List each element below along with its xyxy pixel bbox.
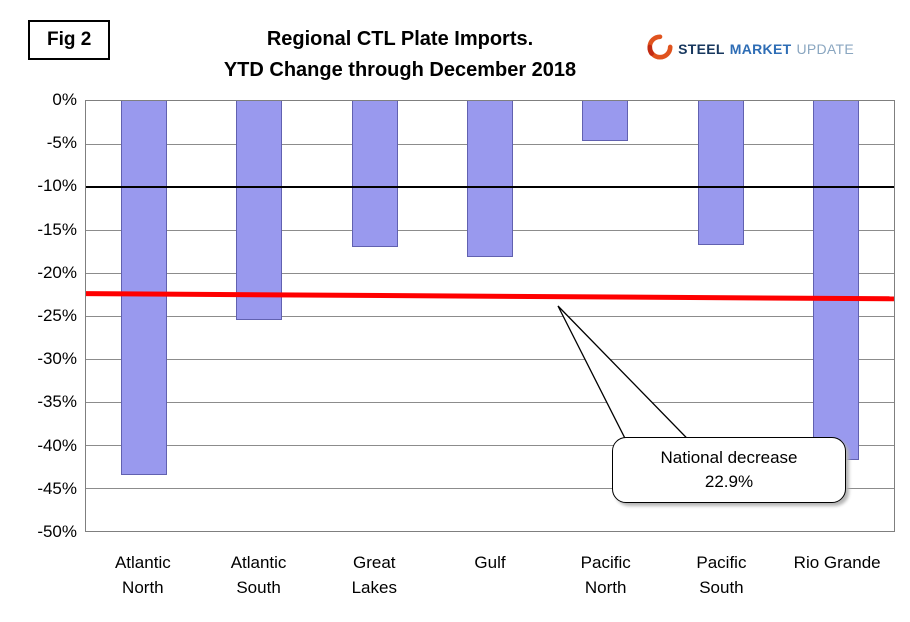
logo-text-steel: STEEL [678, 40, 725, 57]
x-tick-label-great-lakes: Great Lakes [351, 553, 397, 597]
gridline [86, 273, 894, 274]
gridline [86, 445, 894, 446]
y-tick-label: 0% [52, 90, 77, 109]
y-tick-label: -25% [37, 306, 77, 325]
x-tick-label-atlantic-south: Atlantic South [230, 553, 287, 597]
gridline [86, 359, 894, 360]
plot-area [85, 100, 895, 532]
y-tick-label: -35% [37, 392, 77, 412]
y-tick-label: -15% [37, 219, 77, 239]
smu-swoosh-icon [647, 34, 673, 63]
bar-atlantic-south [236, 101, 283, 321]
bar-pacific-north [582, 101, 629, 142]
x-tick-label-atlantic-north: Atlantic North [114, 553, 171, 597]
gridline [86, 402, 894, 403]
y-tick-label: -20% [37, 262, 77, 282]
y-tick-label: -45% [37, 478, 77, 498]
bar-gulf [467, 101, 513, 257]
minus-10-percent-line [86, 186, 894, 188]
gridline [86, 316, 894, 317]
bar-great-lakes [351, 101, 398, 248]
y-tick-label: -10% [37, 176, 77, 196]
x-tick-label-gulf: Gulf [474, 553, 506, 572]
y-axis: 0% -5% -10% -15% -20% -25% -30% -35% -40% -45% -50… [0, 90, 77, 541]
bar-pacific-south [697, 101, 744, 246]
smu-logo: STEEL MARKET UPDATE [647, 34, 854, 63]
callout-national-decrease: National decrease 22.9% [612, 437, 846, 503]
bar-atlantic-north [120, 101, 167, 476]
y-tick-label: -30% [37, 349, 77, 369]
y-tick-label: -5% [46, 133, 77, 153]
x-axis: Atlantic North Atlantic South Great Lakes G… [85, 550, 895, 612]
chart-title: Regional CTL Plate Imports. YTD Change t… [120, 24, 680, 86]
bar-rio-grande [813, 101, 860, 461]
callout-line2: 22.9% [704, 472, 754, 491]
chart-title-line1: Regional CTL Plate Imports. [266, 28, 534, 50]
x-tick-label-rio-grande: Rio Grande [793, 553, 881, 572]
x-tick-label-pacific-north: Pacific North [580, 553, 631, 597]
figure-label-text: Fig 2 [47, 29, 92, 50]
logo-text-update: UPDATE [796, 40, 854, 57]
y-tick-label: -50% [37, 522, 77, 541]
chart-title-line2: YTD Change through December 2018 [223, 59, 577, 81]
logo-text-market: MARKET [729, 40, 792, 57]
x-tick-label-pacific-south: Pacific South [696, 553, 747, 597]
figure-label: Fig 2 [28, 20, 111, 60]
gridline [86, 488, 894, 489]
callout-line1: National decrease [660, 448, 798, 467]
y-tick-label: -40% [37, 435, 77, 455]
